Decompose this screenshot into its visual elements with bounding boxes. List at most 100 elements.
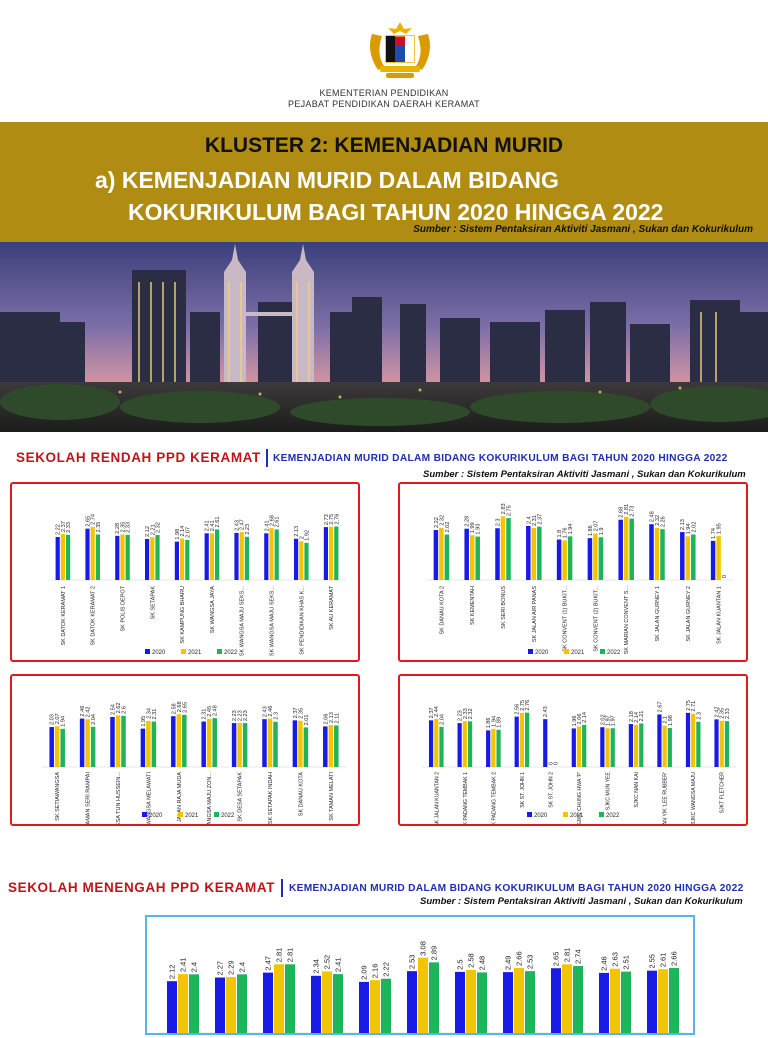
bar-value-label: 2.33 — [66, 522, 72, 533]
bar-value-label: 2.04 — [439, 714, 445, 725]
bar-2020 — [171, 716, 176, 767]
category-label: SK POLIS DEPOT — [121, 585, 127, 631]
bar-2020 — [464, 528, 469, 580]
bar-value-label: 2.01 — [304, 715, 310, 726]
bar-2021 — [120, 534, 125, 580]
legend-label: 2021 — [185, 813, 199, 819]
category-label: SK CONVENT (2) BUKIT... — [593, 586, 599, 652]
bar-value-label: 1.86 — [486, 717, 492, 728]
bar-2021 — [328, 725, 334, 767]
bar-value-label: 2.13 — [329, 712, 335, 723]
bar-2022 — [60, 728, 65, 767]
bar-value-label: 2.06 — [577, 714, 583, 725]
bar-value-label: 2.43 — [234, 520, 240, 531]
legend-swatch-2021 — [181, 649, 186, 654]
bar-2020 — [145, 538, 150, 580]
bar-value-label: 2.31 — [532, 515, 538, 526]
bar-2022 — [477, 972, 487, 1033]
bar-value-label: 2.47 — [264, 956, 273, 971]
bar-value-label: 2.74 — [574, 949, 583, 964]
bar-value-label: 2.81 — [286, 948, 295, 963]
bar-value-label: 2.6 — [121, 706, 127, 714]
bar-2022 — [621, 971, 631, 1033]
section-divider — [266, 449, 268, 467]
bar-2020 — [294, 538, 299, 580]
bar-value-label: 2.46 — [268, 706, 274, 717]
bar-value-label: 2.68 — [177, 701, 183, 712]
bar-2022 — [244, 536, 249, 580]
category-label: SJKC NAN YIK 'LEE RUBBER' — [663, 772, 669, 824]
chart-panel-4: 2.37 2.44 2.04 SK JALAN KUANTAN 2 2.23 2.33 2.… — [398, 674, 748, 844]
bar-value-label: 2.73 — [630, 506, 636, 517]
bar-2020 — [323, 527, 328, 580]
bar-value-label: 2.42 — [714, 706, 720, 717]
bar-2020 — [407, 971, 417, 1033]
bar-2020 — [292, 720, 298, 767]
legend-label: 2021 — [571, 650, 585, 656]
bar-value-label: 2.37 — [537, 514, 543, 525]
bar-value-label: 2.41 — [179, 957, 188, 972]
bar-value-label: 1.96 — [572, 716, 578, 727]
bar-2020 — [215, 977, 225, 1033]
bar-2021 — [370, 980, 380, 1033]
chart-panel-2: 2.22 2.32 2.02 SK DANAU KOTA 2 2.28 1.99 1.93 S… — [398, 482, 748, 662]
bar-2020 — [628, 724, 633, 767]
bar-value-label: 2.31 — [202, 709, 208, 720]
bar-2021 — [662, 725, 667, 767]
bar-value-label: 2.03 — [50, 714, 56, 725]
bar-value-label: 2.48 — [649, 511, 655, 522]
bar-value-label: 2.49 — [504, 956, 513, 971]
banner-subtitle-line1: a) KEMENJADIAN MURID DALAM BIDANG — [95, 167, 559, 193]
bar-2020 — [647, 970, 657, 1033]
bar-value-label: 2.27 — [216, 961, 225, 976]
bar-value-label: 2.13 — [294, 526, 300, 537]
legend-label: 2020 — [534, 813, 548, 819]
bar-2022 — [182, 714, 187, 767]
bar-value-label: 1.98 — [175, 529, 181, 540]
bar-value-label: 2.76 — [525, 700, 531, 711]
bar-value-label: 2.61 — [275, 517, 281, 528]
bar-2022 — [610, 728, 615, 767]
bar-2020 — [587, 538, 593, 580]
legend-swatch-2022 — [214, 812, 219, 817]
bar-value-label: 1.9 — [599, 527, 605, 535]
bar-value-label: 1.94 — [61, 716, 67, 727]
primary-section-source: Sumber : Sistem Pentaksiran Aktiviti Jas… — [423, 469, 746, 480]
bar-value-label: 2.33 — [463, 708, 469, 719]
bar-2022 — [525, 712, 530, 767]
bar-value-label: 2.61 — [659, 953, 668, 968]
bar-2020 — [657, 714, 662, 767]
bar-value-label: 2.12 — [168, 965, 177, 980]
bar-value-label: 1.94 — [491, 716, 497, 727]
bar-2020 — [543, 719, 548, 767]
legend-swatch-2020 — [142, 812, 147, 817]
bar-value-label: 2.34 — [146, 708, 152, 719]
bar-2020 — [167, 981, 177, 1033]
legend-swatch-2022 — [217, 649, 222, 654]
category-label: SK DATOK KERAMAT 1 — [61, 586, 67, 646]
bar-2021 — [299, 541, 304, 580]
bar-value-label: 2.75 — [329, 514, 335, 525]
bar-2020 — [234, 532, 239, 580]
bar-value-label: 2.46 — [80, 706, 86, 717]
chart-panel-5: 2.12 2.41 2.4 2.27 2.29 2.4 2.47 2.81 2.81 2.34 2.… — [145, 915, 695, 1035]
bar-2020 — [599, 972, 609, 1033]
bar-2021 — [562, 540, 567, 580]
bar-value-label: 2.02 — [691, 522, 697, 533]
category-label: SK DESA SETAPAK — [238, 772, 244, 822]
category-label: SK WANGSA MAJU SEKS... — [270, 586, 276, 657]
category-label: SK JALAN RAJA MUDA — [177, 772, 183, 824]
bar-2021 — [150, 537, 155, 580]
bar-2021 — [60, 534, 65, 580]
bar-value-label: 1.92 — [304, 530, 310, 541]
bar-2021 — [685, 536, 691, 580]
category-label: SK WANGSA MAJU ZON... — [207, 772, 213, 824]
bar-2020 — [55, 536, 60, 580]
bar-2020 — [311, 975, 321, 1033]
primary-section-subtitle: KEMENJADIAN MURID DALAM BIDANG KOKURIKUL… — [273, 453, 728, 464]
bar-value-label: 2.75 — [520, 700, 526, 711]
legend-swatch-2020 — [528, 649, 533, 654]
bar-2020 — [551, 968, 561, 1033]
bar-value-label: 2.53 — [526, 955, 535, 970]
bar-2021 — [514, 967, 524, 1033]
